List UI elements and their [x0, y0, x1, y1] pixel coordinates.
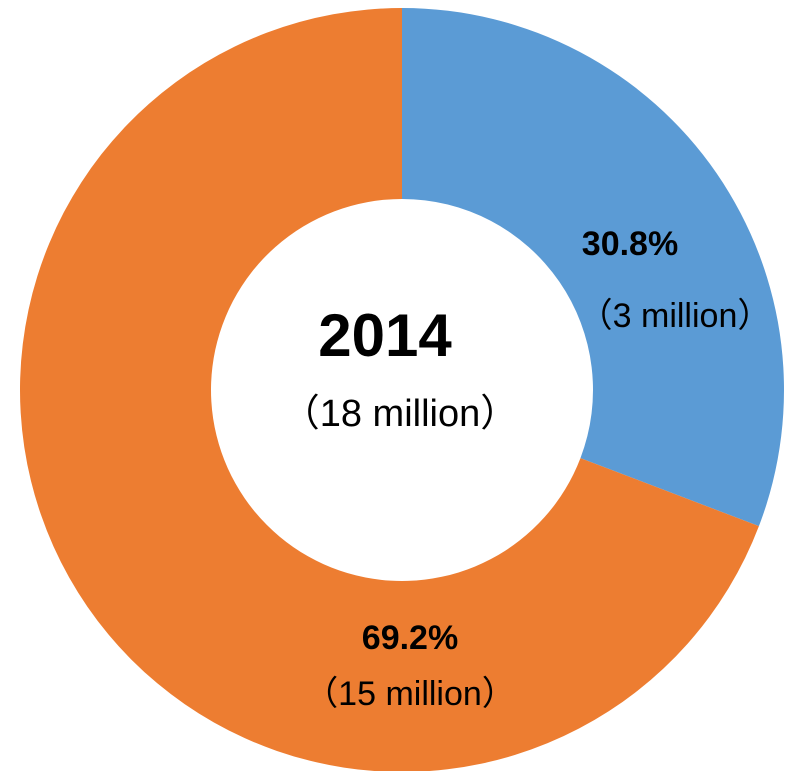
slices — [20, 8, 784, 771]
value-label: 69.2% — [362, 619, 458, 657]
center-subtitle: （18 million） — [282, 393, 519, 435]
value-sublabel: （15 million） — [304, 675, 516, 713]
center-title: 2014 — [318, 302, 452, 369]
value-label: 30.8% — [582, 225, 678, 263]
value-sublabel: （3 million） — [579, 297, 772, 335]
donut-slice — [20, 8, 759, 771]
donut-slice — [402, 8, 784, 527]
